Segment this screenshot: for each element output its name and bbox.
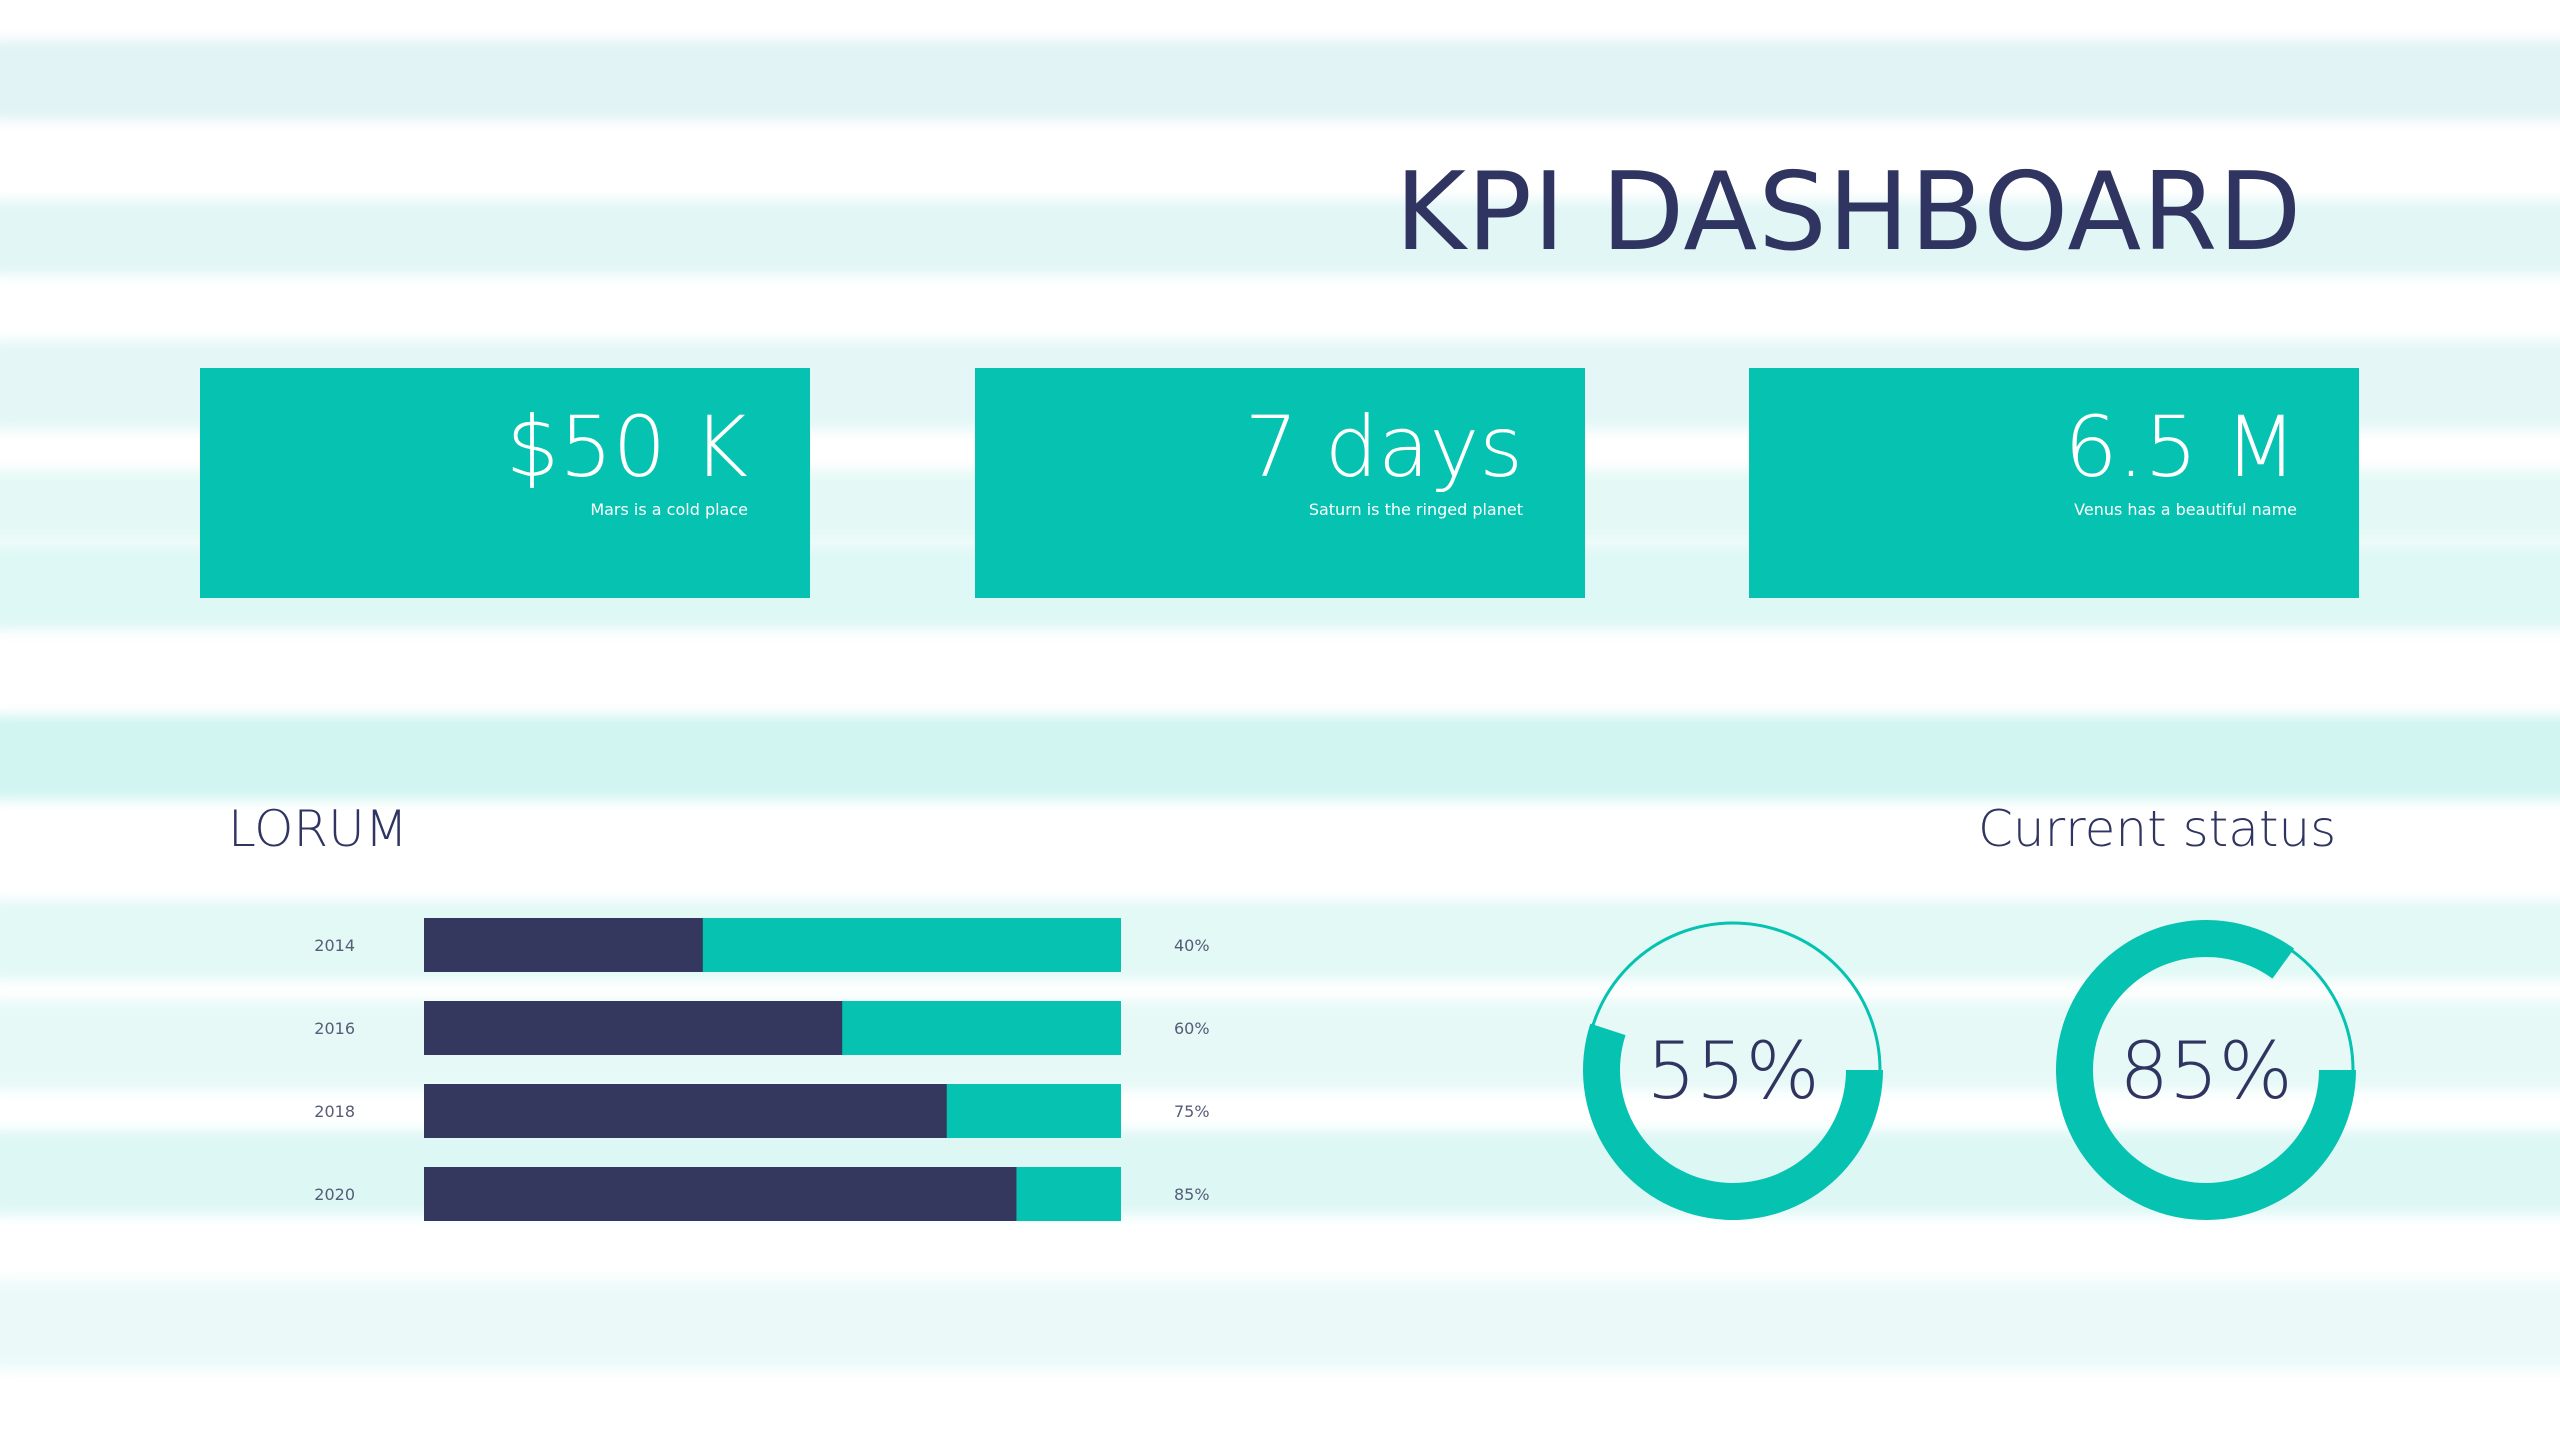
kpi-card: $50 K Mars is a cold place <box>200 368 810 598</box>
tick-label: 2016 <box>314 1019 355 1038</box>
kpi-value: $50 K <box>505 398 748 496</box>
bars-title: LORUM <box>228 800 408 858</box>
donut-label: 55% <box>1646 1027 1819 1117</box>
kpi-caption: Saturn is the ringed planet <box>1308 500 1523 519</box>
background-stripe <box>0 1280 2560 1370</box>
data-label: 85% <box>1174 1185 1210 1204</box>
kpi-card: 6.5 M Venus has a beautiful name <box>1749 368 2359 598</box>
data-label: 75% <box>1174 1102 1210 1121</box>
background-stripe <box>0 40 2560 120</box>
kpi-caption: Venus has a beautiful name <box>2074 500 2297 519</box>
kpi-caption: Mars is a cold place <box>590 500 748 519</box>
bar <box>424 1167 1017 1221</box>
kpi-value: 6.5 M <box>2064 398 2297 496</box>
data-label: 40% <box>1174 936 1210 955</box>
status-title: Current status <box>1978 800 2337 858</box>
background-stripe <box>0 200 2560 275</box>
tick-label: 2014 <box>314 936 355 955</box>
bar <box>424 1001 843 1055</box>
background-stripe <box>0 715 2560 800</box>
data-label: 60% <box>1174 1019 1210 1038</box>
donut-label: 85% <box>2119 1027 2292 1117</box>
kpi-value: 7 days <box>1244 398 1523 496</box>
tick-label: 2020 <box>314 1185 355 1204</box>
page-title: KPI DASHBOARD <box>1395 150 2303 275</box>
bar <box>424 1084 947 1138</box>
bar <box>424 918 703 972</box>
donut-slice <box>1582 1023 1883 1221</box>
tick-label: 2018 <box>314 1102 355 1121</box>
kpi-card: 7 days Saturn is the ringed planet <box>975 368 1585 598</box>
